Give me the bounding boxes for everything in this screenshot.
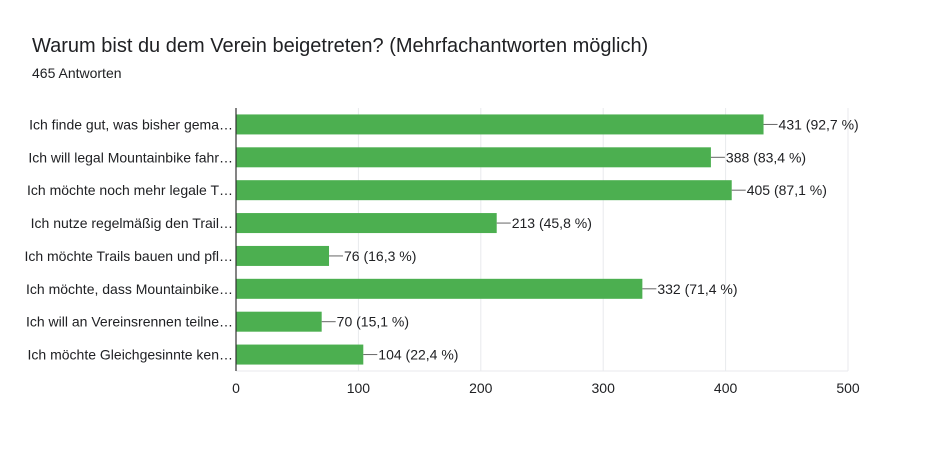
bar-6 xyxy=(236,278,643,299)
x-tick-label-300: 300 xyxy=(592,380,616,396)
category-label-4: Ich nutze regelmäßig den Trail… xyxy=(31,215,233,231)
chart-title: Warum bist du dem Verein beigetreten? (M… xyxy=(32,35,649,57)
bar-5 xyxy=(236,245,330,266)
category-label-6: Ich möchte, dass Mountainbike… xyxy=(26,281,233,297)
category-label-5: Ich möchte Trails bauen und pfl… xyxy=(24,248,233,264)
axes xyxy=(235,108,848,372)
data-label-3: 405 (87,1 %) xyxy=(747,182,827,198)
bar-8 xyxy=(236,344,364,365)
bar-7 xyxy=(236,311,322,332)
x-tick-label-400: 400 xyxy=(714,380,738,396)
bar-3 xyxy=(236,180,732,201)
data-label-2: 388 (83,4 %) xyxy=(726,149,806,165)
x-tick-label-200: 200 xyxy=(469,380,493,396)
bar-1 xyxy=(236,114,764,135)
data-label-5: 76 (16,3 %) xyxy=(344,248,416,264)
x-tick-label-500: 500 xyxy=(836,380,860,396)
labels: 0 100 200 300 400 500 Ich finde gut, was bishe… xyxy=(24,116,859,396)
category-label-1: Ich finde gut, was bisher gema… xyxy=(29,116,233,132)
category-label-8: Ich möchte Gleichgesinnte ken… xyxy=(28,347,233,363)
category-label-7: Ich will an Vereinsrennen teilne… xyxy=(26,314,233,330)
category-label-3: Ich möchte noch mehr legale T… xyxy=(27,182,233,198)
bars xyxy=(236,114,764,365)
response-count: 465 Antworten xyxy=(32,65,122,81)
x-tick-label-100: 100 xyxy=(347,380,371,396)
data-label-7: 70 (15,1 %) xyxy=(337,314,409,330)
data-label-4: 213 (45,8 %) xyxy=(512,215,592,231)
category-label-2: Ich will legal Mountainbike fahr… xyxy=(28,149,233,165)
data-label-6: 332 (71,4 %) xyxy=(657,281,737,297)
data-label-8: 104 (22,4 %) xyxy=(378,347,458,363)
data-label-1: 431 (92,7 %) xyxy=(779,116,859,132)
bar-2 xyxy=(236,147,711,168)
x-tick-label-0: 0 xyxy=(232,380,240,396)
bar-4 xyxy=(236,213,497,234)
